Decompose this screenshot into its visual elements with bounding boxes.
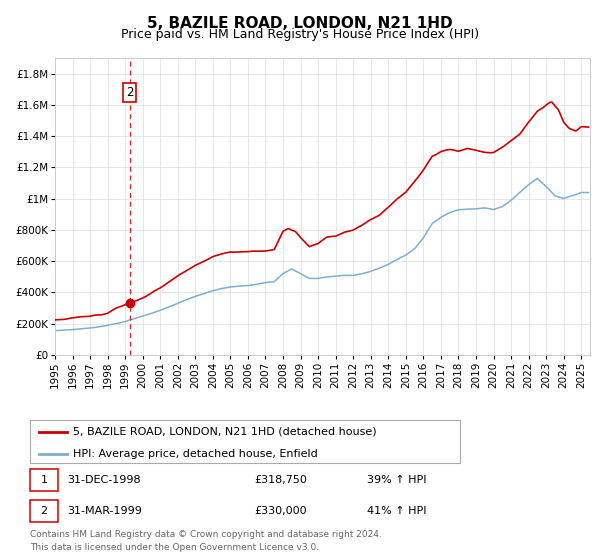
Text: Contains HM Land Registry data © Crown copyright and database right 2024.: Contains HM Land Registry data © Crown c…	[30, 530, 382, 539]
Text: 31-DEC-1998: 31-DEC-1998	[67, 475, 141, 485]
Text: £318,750: £318,750	[255, 475, 308, 485]
Text: 5, BAZILE ROAD, LONDON, N21 1HD: 5, BAZILE ROAD, LONDON, N21 1HD	[147, 16, 453, 31]
Bar	[30, 500, 58, 522]
Text: Price paid vs. HM Land Registry's House Price Index (HPI): Price paid vs. HM Land Registry's House …	[121, 28, 479, 41]
Text: £330,000: £330,000	[255, 506, 307, 516]
Text: 2: 2	[40, 506, 47, 516]
Bar	[30, 469, 58, 491]
Text: 5, BAZILE ROAD, LONDON, N21 1HD (detached house): 5, BAZILE ROAD, LONDON, N21 1HD (detache…	[73, 427, 377, 437]
Text: 41% ↑ HPI: 41% ↑ HPI	[367, 506, 427, 516]
Text: 1: 1	[41, 475, 47, 485]
Text: 31-MAR-1999: 31-MAR-1999	[67, 506, 142, 516]
Text: 2: 2	[126, 86, 133, 99]
Text: 39% ↑ HPI: 39% ↑ HPI	[367, 475, 427, 485]
Text: This data is licensed under the Open Government Licence v3.0.: This data is licensed under the Open Gov…	[30, 543, 319, 552]
Text: HPI: Average price, detached house, Enfield: HPI: Average price, detached house, Enfi…	[73, 449, 318, 459]
